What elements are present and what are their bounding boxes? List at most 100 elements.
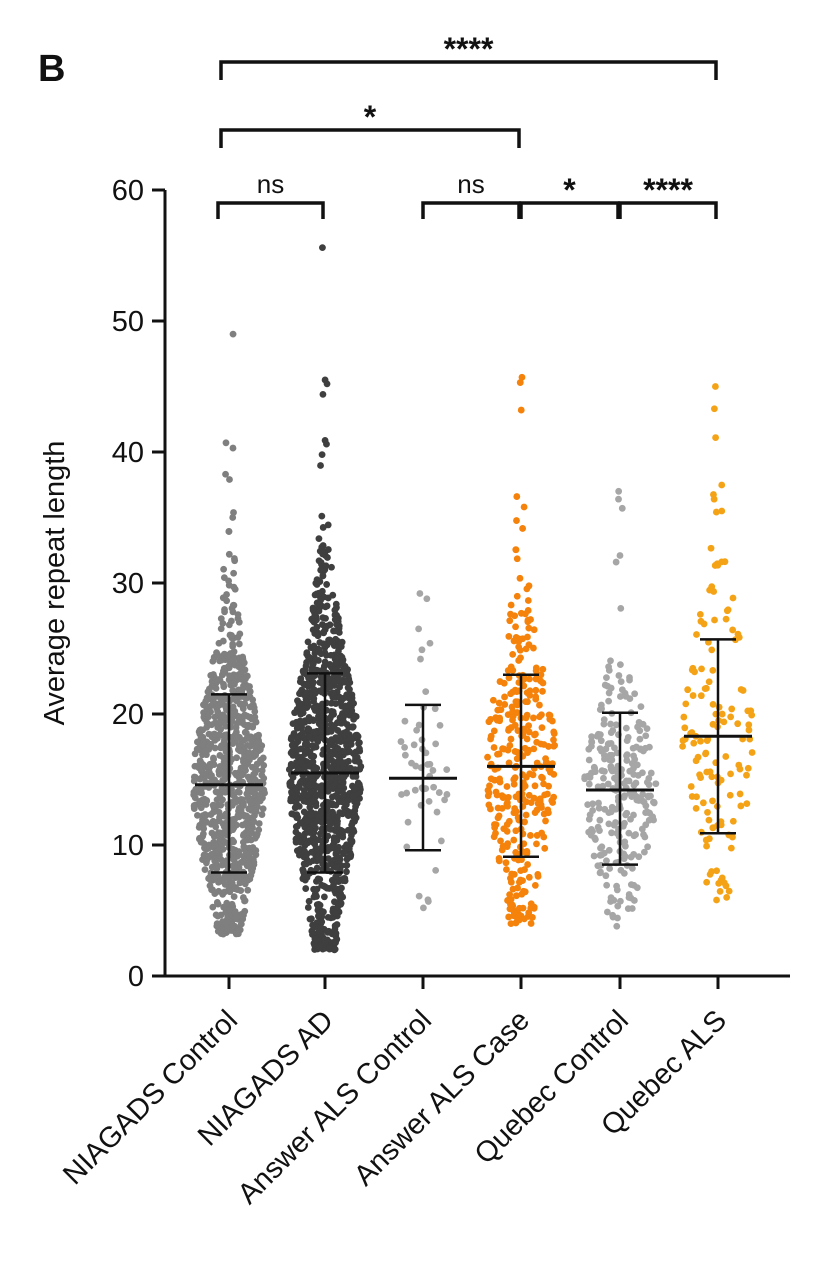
- data-point: [321, 642, 329, 649]
- data-point: [241, 897, 249, 905]
- data-point: [511, 774, 519, 782]
- data-point: [509, 666, 517, 674]
- data-point: [297, 675, 305, 683]
- data-point: [356, 789, 364, 796]
- data-point: [635, 853, 643, 861]
- data-point: [507, 735, 515, 743]
- data-point: [506, 900, 514, 908]
- data-point: [628, 905, 636, 912]
- data-point: [411, 786, 419, 794]
- data-point: [510, 836, 518, 844]
- data-point: [311, 591, 319, 599]
- data-point: [333, 836, 341, 844]
- data-point: [249, 824, 256, 832]
- data-point: [630, 811, 637, 819]
- data-point: [213, 920, 221, 928]
- data-point: [197, 726, 205, 734]
- data-point: [246, 850, 254, 858]
- data-point: [397, 738, 405, 745]
- data-point: [645, 816, 653, 824]
- data-point: [330, 723, 338, 731]
- data-point: [401, 744, 408, 751]
- data-point: [610, 896, 618, 904]
- data-point: [603, 908, 611, 916]
- data-point: [219, 619, 227, 627]
- data-point: [230, 893, 238, 901]
- data-point: [540, 780, 547, 788]
- data-point: [211, 855, 219, 863]
- data-point: [239, 912, 246, 920]
- data-point: [190, 777, 198, 785]
- data-point: [328, 563, 335, 571]
- data-point: [623, 752, 630, 760]
- data-point: [607, 739, 615, 747]
- data-point: [430, 783, 438, 791]
- data-point: [596, 816, 604, 824]
- data-point: [504, 802, 511, 810]
- data-point: [505, 759, 513, 767]
- data-point: [642, 802, 650, 810]
- data-point: [692, 805, 700, 812]
- data-point: [320, 893, 328, 901]
- data-point: [443, 791, 451, 798]
- data-point: [334, 737, 342, 745]
- data-point: [323, 581, 331, 588]
- data-point: [542, 817, 549, 825]
- data-point: [636, 735, 644, 743]
- data-point: [499, 794, 507, 801]
- data-point: [415, 892, 423, 900]
- data-point: [307, 811, 315, 819]
- data-point: [229, 740, 237, 747]
- data-point: [729, 626, 737, 634]
- data-point: [641, 848, 648, 856]
- data-point: [538, 711, 545, 719]
- data-point: [252, 847, 260, 854]
- data-point: [607, 684, 615, 692]
- data-point: [595, 799, 602, 807]
- data-point: [319, 908, 327, 916]
- data-point: [712, 383, 719, 390]
- significance-bracket: [219, 60, 718, 80]
- data-point: [608, 803, 616, 811]
- data-point: [240, 843, 248, 851]
- data-point: [417, 655, 424, 663]
- data-point: [329, 843, 337, 851]
- data-point: [722, 753, 730, 760]
- data-point: [509, 650, 517, 658]
- data-point: [605, 846, 613, 854]
- data-point: [225, 550, 233, 558]
- data-point: [296, 819, 304, 827]
- data-point: [211, 820, 219, 828]
- data-point: [294, 746, 302, 753]
- data-point: [249, 855, 257, 863]
- data-point: [317, 596, 325, 604]
- data-point: [260, 761, 268, 769]
- data-point: [550, 730, 558, 738]
- data-point: [215, 701, 223, 709]
- data-point: [252, 808, 260, 816]
- data-point: [300, 797, 308, 805]
- data-point: [507, 601, 515, 609]
- data-point: [697, 737, 704, 745]
- data-point: [507, 920, 515, 927]
- data-point: [524, 913, 532, 920]
- data-point: [291, 804, 299, 812]
- significance-label: *: [364, 99, 377, 135]
- data-point: [343, 861, 351, 869]
- data-point: [606, 756, 613, 764]
- data-point: [531, 782, 539, 790]
- data-point: [309, 821, 317, 829]
- data-point: [348, 698, 356, 706]
- data-point: [344, 684, 352, 692]
- data-point: [505, 913, 513, 921]
- data-point: [336, 683, 344, 691]
- data-point: [598, 851, 606, 859]
- data-point: [198, 761, 206, 769]
- data-point: [331, 898, 338, 906]
- data-point: [334, 745, 342, 752]
- data-point: [333, 823, 341, 830]
- data-point: [431, 705, 439, 713]
- data-point: [210, 699, 217, 706]
- data-point: [332, 939, 339, 946]
- data-point: [287, 760, 295, 768]
